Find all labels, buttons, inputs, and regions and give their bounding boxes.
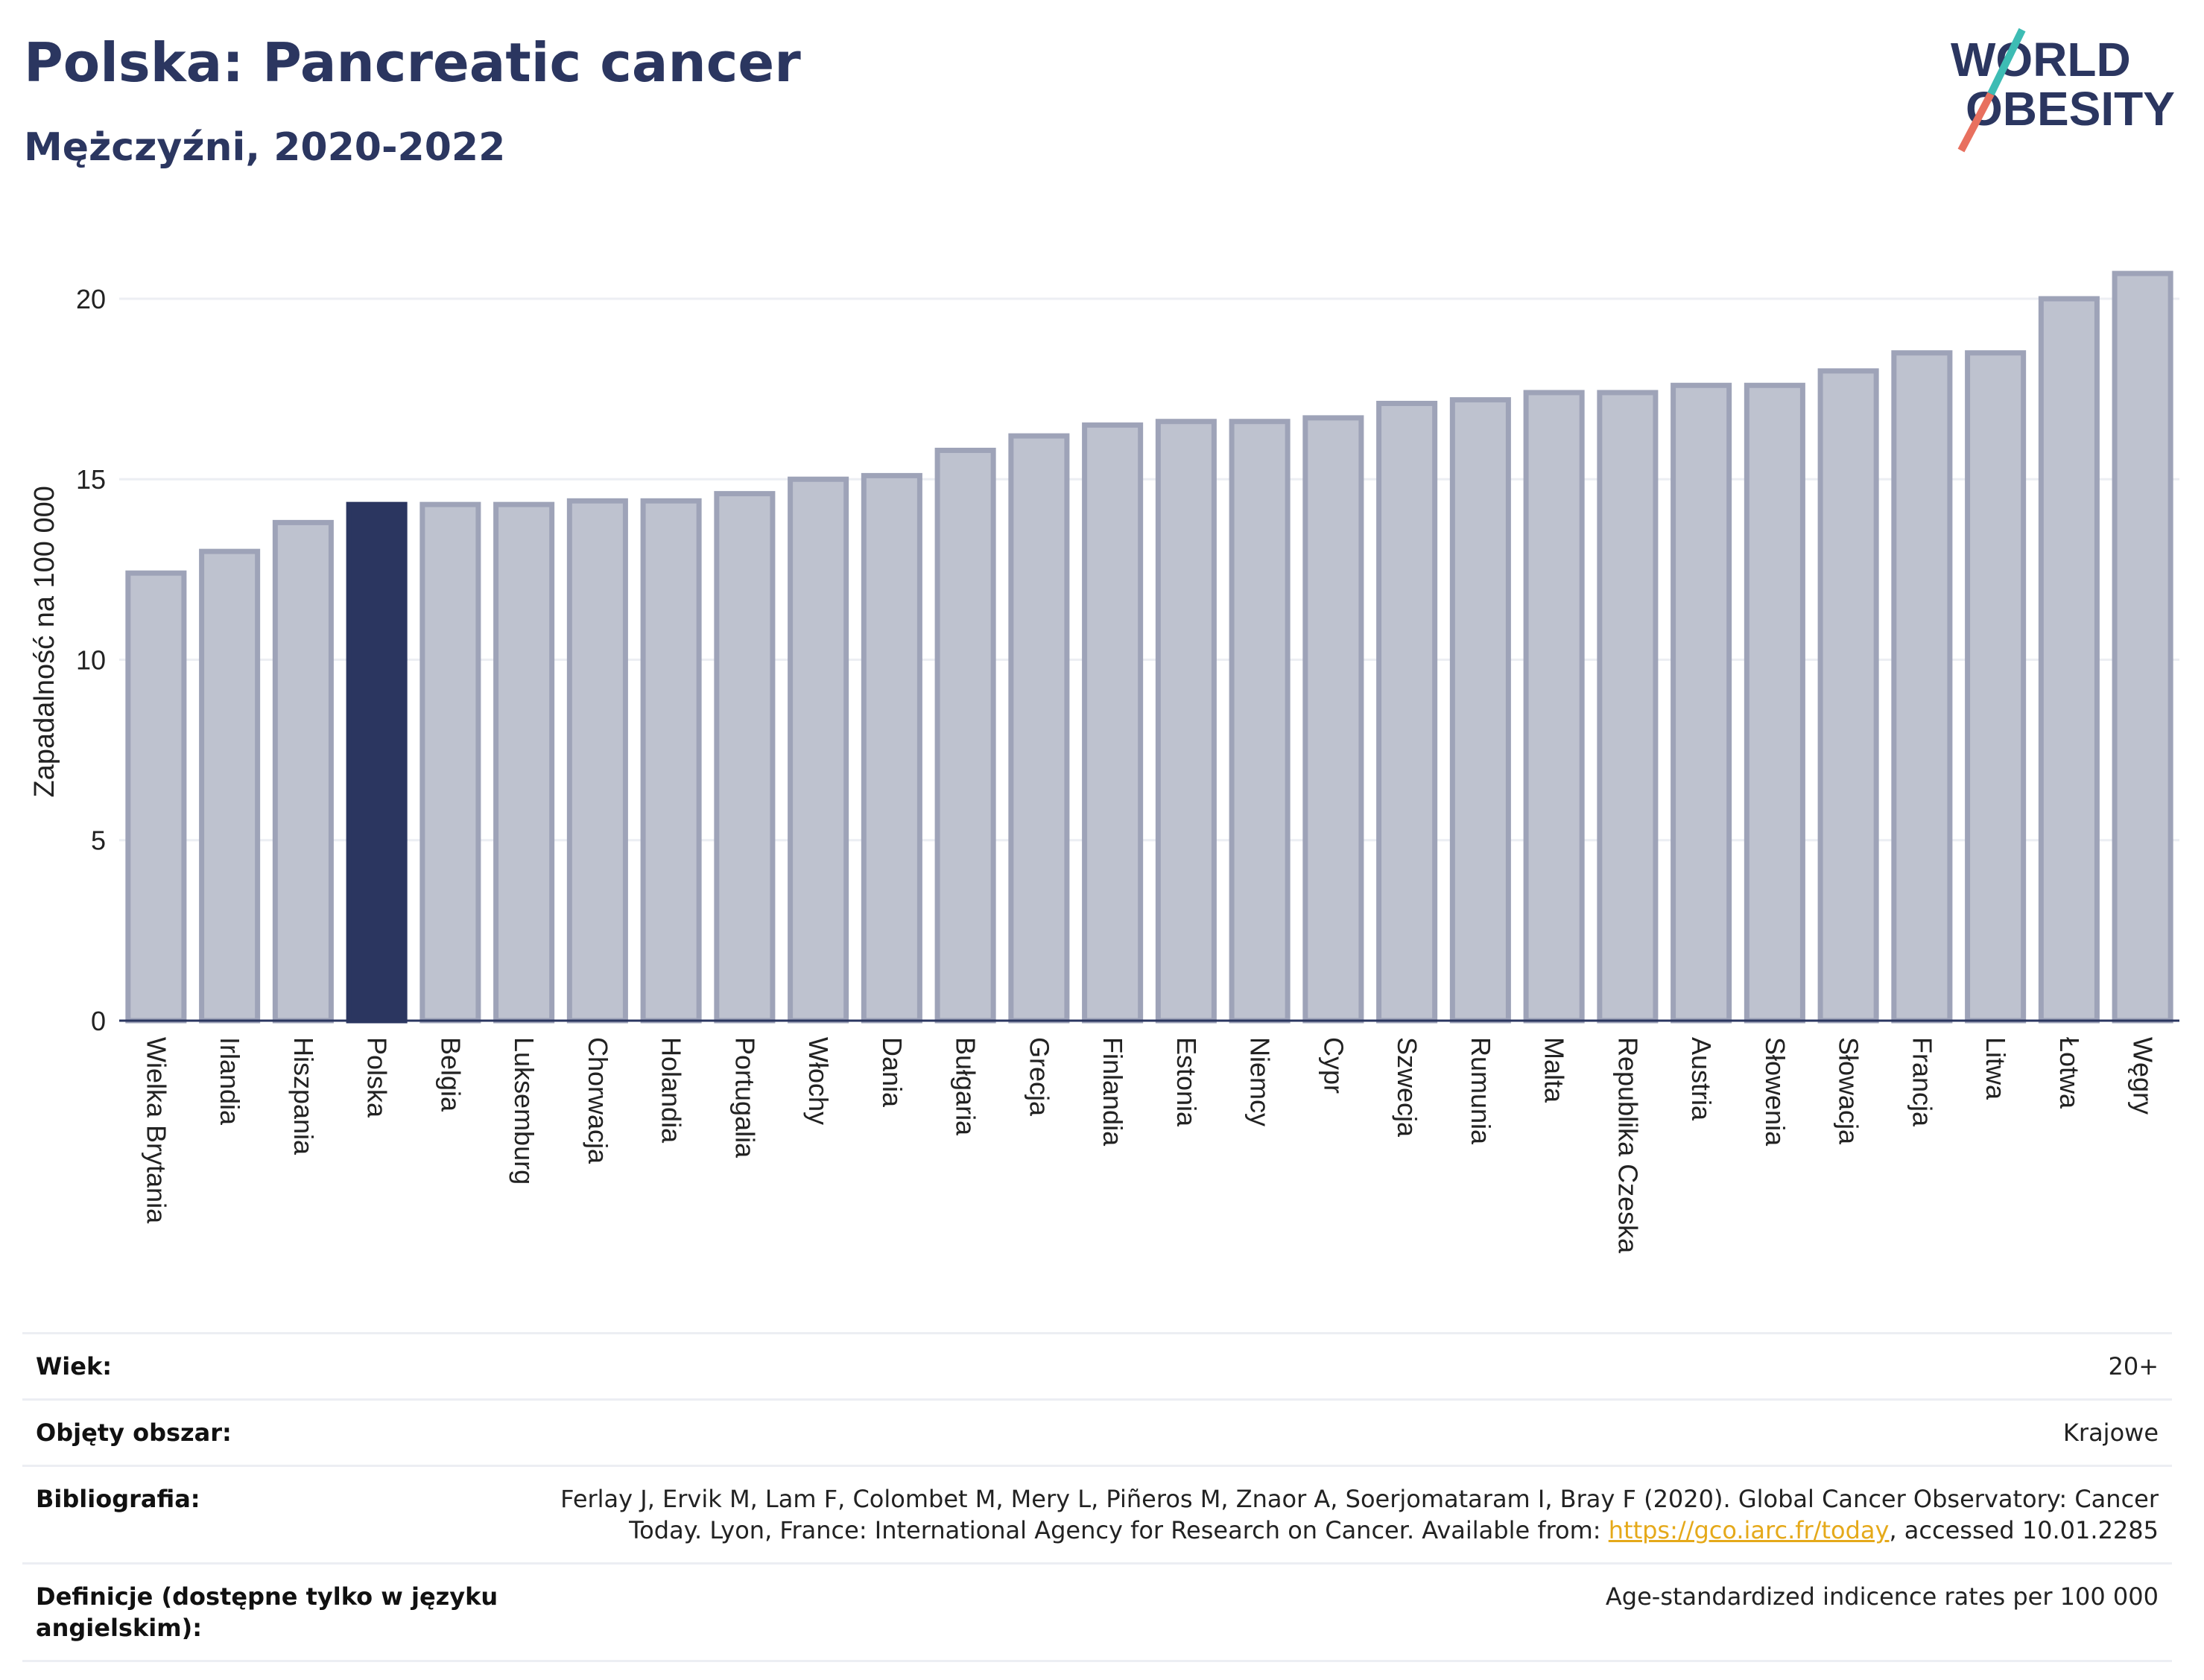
x-tick-label: Bułgaria xyxy=(951,1037,981,1136)
svg-text:OBESITY: OBESITY xyxy=(1966,82,2175,136)
y-tick-label: 5 xyxy=(91,825,106,856)
bar-republika-czeska xyxy=(1597,390,1659,1024)
y-tick-label: 20 xyxy=(76,284,106,314)
bar-portugalia xyxy=(714,491,776,1024)
bar-polska xyxy=(346,501,408,1024)
x-tick-label: Austria xyxy=(1686,1037,1717,1121)
world-obesity-logo: WORLD OBESITY xyxy=(1951,28,2175,153)
x-tick-label: Cypr xyxy=(1318,1037,1349,1094)
x-tick-label: Słowacja xyxy=(1834,1037,1864,1145)
bar-słowacja xyxy=(1817,368,1879,1024)
x-tick-label: Słowenia xyxy=(1760,1037,1790,1147)
meta-value: Age-standardized indicence rates per 100… xyxy=(1605,1582,2159,1611)
bar-niemcy xyxy=(1229,419,1291,1024)
x-tick-label: Finlandia xyxy=(1098,1037,1128,1147)
bar-bułgaria xyxy=(934,447,996,1024)
bar-cypr xyxy=(1302,415,1364,1024)
x-tick-label: Wielka Brytania xyxy=(141,1037,171,1224)
meta-value: Krajowe xyxy=(2062,1419,2159,1447)
x-tick-label: Hiszpania xyxy=(288,1037,319,1156)
x-tick-label: Francja xyxy=(1907,1037,1937,1127)
bar-austria xyxy=(1671,382,1732,1024)
meta-label: Wiek: xyxy=(36,1352,113,1381)
x-tick-label: Portugalia xyxy=(729,1037,760,1158)
bar-belgia xyxy=(419,501,481,1024)
bar-hiszpania xyxy=(272,519,334,1024)
x-tick-label: Holandia xyxy=(656,1037,687,1144)
x-tick-label: Niemcy xyxy=(1245,1037,1276,1126)
x-tick-label: Łotwa xyxy=(2054,1037,2085,1109)
bar-chorwacja xyxy=(566,498,628,1024)
x-tick-label: Belgia xyxy=(435,1037,466,1112)
x-tick-label: Malta xyxy=(1539,1037,1570,1103)
x-tick-label: Chorwacja xyxy=(583,1037,613,1164)
bar-francja xyxy=(1891,350,1953,1024)
y-tick-label: 10 xyxy=(76,644,106,675)
x-tick-label: Grecja xyxy=(1024,1037,1054,1117)
meta-label: Bibliografia: xyxy=(36,1485,200,1513)
x-tick-label: Litwa xyxy=(1980,1037,2011,1100)
x-tick-label: Luksemburg xyxy=(509,1037,539,1185)
x-tick-label: Polska xyxy=(362,1037,393,1118)
bar-litwa xyxy=(1965,350,2027,1024)
bar-finlandia xyxy=(1082,422,1144,1024)
meta-row-bibliography: Bibliografia: Ferlay J, Ervik M, Lam F, … xyxy=(22,1465,2172,1562)
x-tick-label: Węgry xyxy=(2128,1037,2159,1115)
bar-słowenia xyxy=(1744,382,1805,1024)
x-tick-label: Rumunia xyxy=(1466,1037,1496,1145)
meta-value: Ferlay J, Ervik M, Lam F, Colombet M, Me… xyxy=(557,1483,2159,1546)
bar-węgry xyxy=(2112,270,2173,1024)
bibliography-text: Ferlay J, Ervik M, Lam F, Colombet M, Me… xyxy=(560,1485,2159,1544)
bars xyxy=(125,270,2173,1024)
bar-luksemburg xyxy=(493,501,555,1024)
bar-dania xyxy=(861,472,922,1024)
bar-irlandia xyxy=(199,548,261,1024)
meta-label: Definicje (dostępne tylko w języku angie… xyxy=(36,1582,498,1642)
bar-malta xyxy=(1523,390,1585,1024)
bar-rumunia xyxy=(1449,397,1511,1024)
meta-label: Objęty obszar: xyxy=(36,1419,232,1447)
y-axis-ticks: 0 5 10 15 20 xyxy=(76,284,106,1036)
x-tick-label: Dania xyxy=(877,1037,908,1108)
meta-row-definitions: Definicje (dostępne tylko w języku angie… xyxy=(22,1562,2172,1662)
bar-chart: 0 5 10 15 20 Wielka Brytania Irlandia Hiszpani… xyxy=(29,270,2179,1254)
x-tick-label: Estonia xyxy=(1171,1037,1202,1127)
y-tick-label: 15 xyxy=(76,464,106,495)
x-tick-label: Irlandia xyxy=(215,1037,245,1126)
bibliography-link[interactable]: https://gco.iarc.fr/today xyxy=(1608,1516,1890,1544)
bar-włochy xyxy=(788,476,849,1024)
y-tick-label: 0 xyxy=(91,1006,106,1036)
meta-row-age: Wiek: 20+ xyxy=(22,1332,2172,1398)
bar-wielka-brytania xyxy=(125,570,187,1024)
bar-estonia xyxy=(1155,419,1217,1024)
svg-text:WORLD: WORLD xyxy=(1951,33,2131,86)
page-subtitle: Mężczyźni, 2020-2022 xyxy=(24,125,506,170)
bar-szwecja xyxy=(1376,400,1438,1024)
y-axis-label: Zapadalność na 100 000 xyxy=(29,486,60,797)
bar-grecja xyxy=(1008,433,1070,1024)
x-tick-label: Włochy xyxy=(803,1037,834,1125)
meta-row-area: Objęty obszar: Krajowe xyxy=(22,1398,2172,1465)
bar-holandia xyxy=(640,498,702,1024)
page-title: Polska: Pancreatic cancer xyxy=(24,31,801,94)
metadata-table: Wiek: 20+ Objęty obszar: Krajowe Bibliog… xyxy=(22,1332,2172,1662)
x-tick-label: Republika Czeska xyxy=(1612,1037,1643,1254)
bibliography-accessed: , accessed 10.01.2285 xyxy=(1889,1516,2159,1544)
x-axis-ticks: Wielka Brytania Irlandia Hiszpania Polska Be… xyxy=(141,1037,2158,1254)
bar-łotwa xyxy=(2038,296,2100,1024)
x-tick-label: Szwecja xyxy=(1392,1037,1422,1138)
meta-value: 20+ xyxy=(2108,1352,2159,1381)
